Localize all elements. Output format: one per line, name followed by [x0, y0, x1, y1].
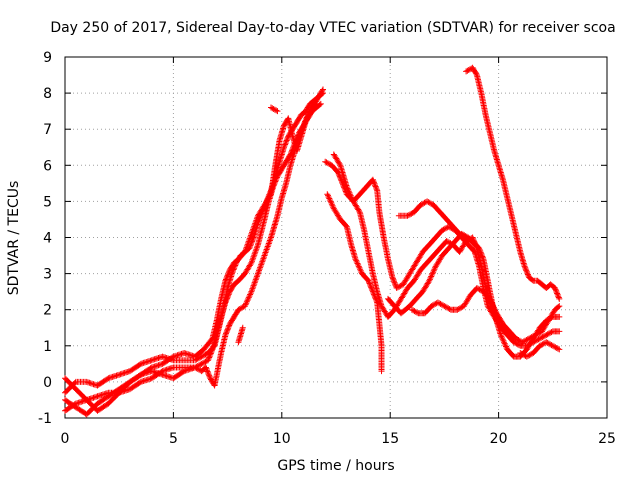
x-tick-label: 10	[273, 431, 291, 447]
x-axis-tick-labels: 0 5 10 15 20 25	[61, 431, 616, 447]
y-axis-tick-labels: -1 0 1 2 3 4 5 6 7 8 9	[38, 50, 52, 427]
data-points	[62, 64, 563, 418]
data-point-track	[408, 285, 513, 338]
data-point-track	[385, 230, 478, 317]
x-axis-label: GPS time / hours	[277, 458, 394, 474]
y-tick-label: 8	[43, 86, 52, 102]
data-point-track	[235, 324, 246, 346]
y-tick-label: 1	[43, 339, 52, 355]
data-point-track	[324, 191, 385, 375]
y-tick-label: 0	[43, 375, 52, 391]
y-tick-label: 6	[43, 158, 52, 174]
axes	[64, 56, 608, 419]
plot-frame	[64, 56, 608, 419]
y-tick-label: 5	[43, 194, 52, 210]
y-tick-label: 9	[43, 50, 52, 66]
y-tick-label: 7	[43, 122, 52, 138]
x-tick-label: 15	[381, 431, 399, 447]
y-tick-label: 4	[43, 231, 52, 247]
y-tick-label: 2	[43, 303, 52, 319]
x-tick-label: 20	[490, 431, 508, 447]
chart-title: Day 250 of 2017, Sidereal Day-to-day VTE…	[50, 20, 615, 36]
data-point-track	[463, 64, 563, 302]
y-axis-label: SDTVAR / TECUs	[6, 181, 22, 296]
data-point-track	[62, 90, 326, 418]
data-point-track	[268, 104, 281, 115]
x-tick-label: 5	[169, 431, 178, 447]
data-point-track	[517, 339, 563, 360]
y-tick-label: -1	[38, 411, 52, 427]
x-tick-label: 25	[598, 431, 616, 447]
y-tick-label: 3	[43, 267, 52, 283]
x-tick-label: 0	[61, 431, 70, 447]
